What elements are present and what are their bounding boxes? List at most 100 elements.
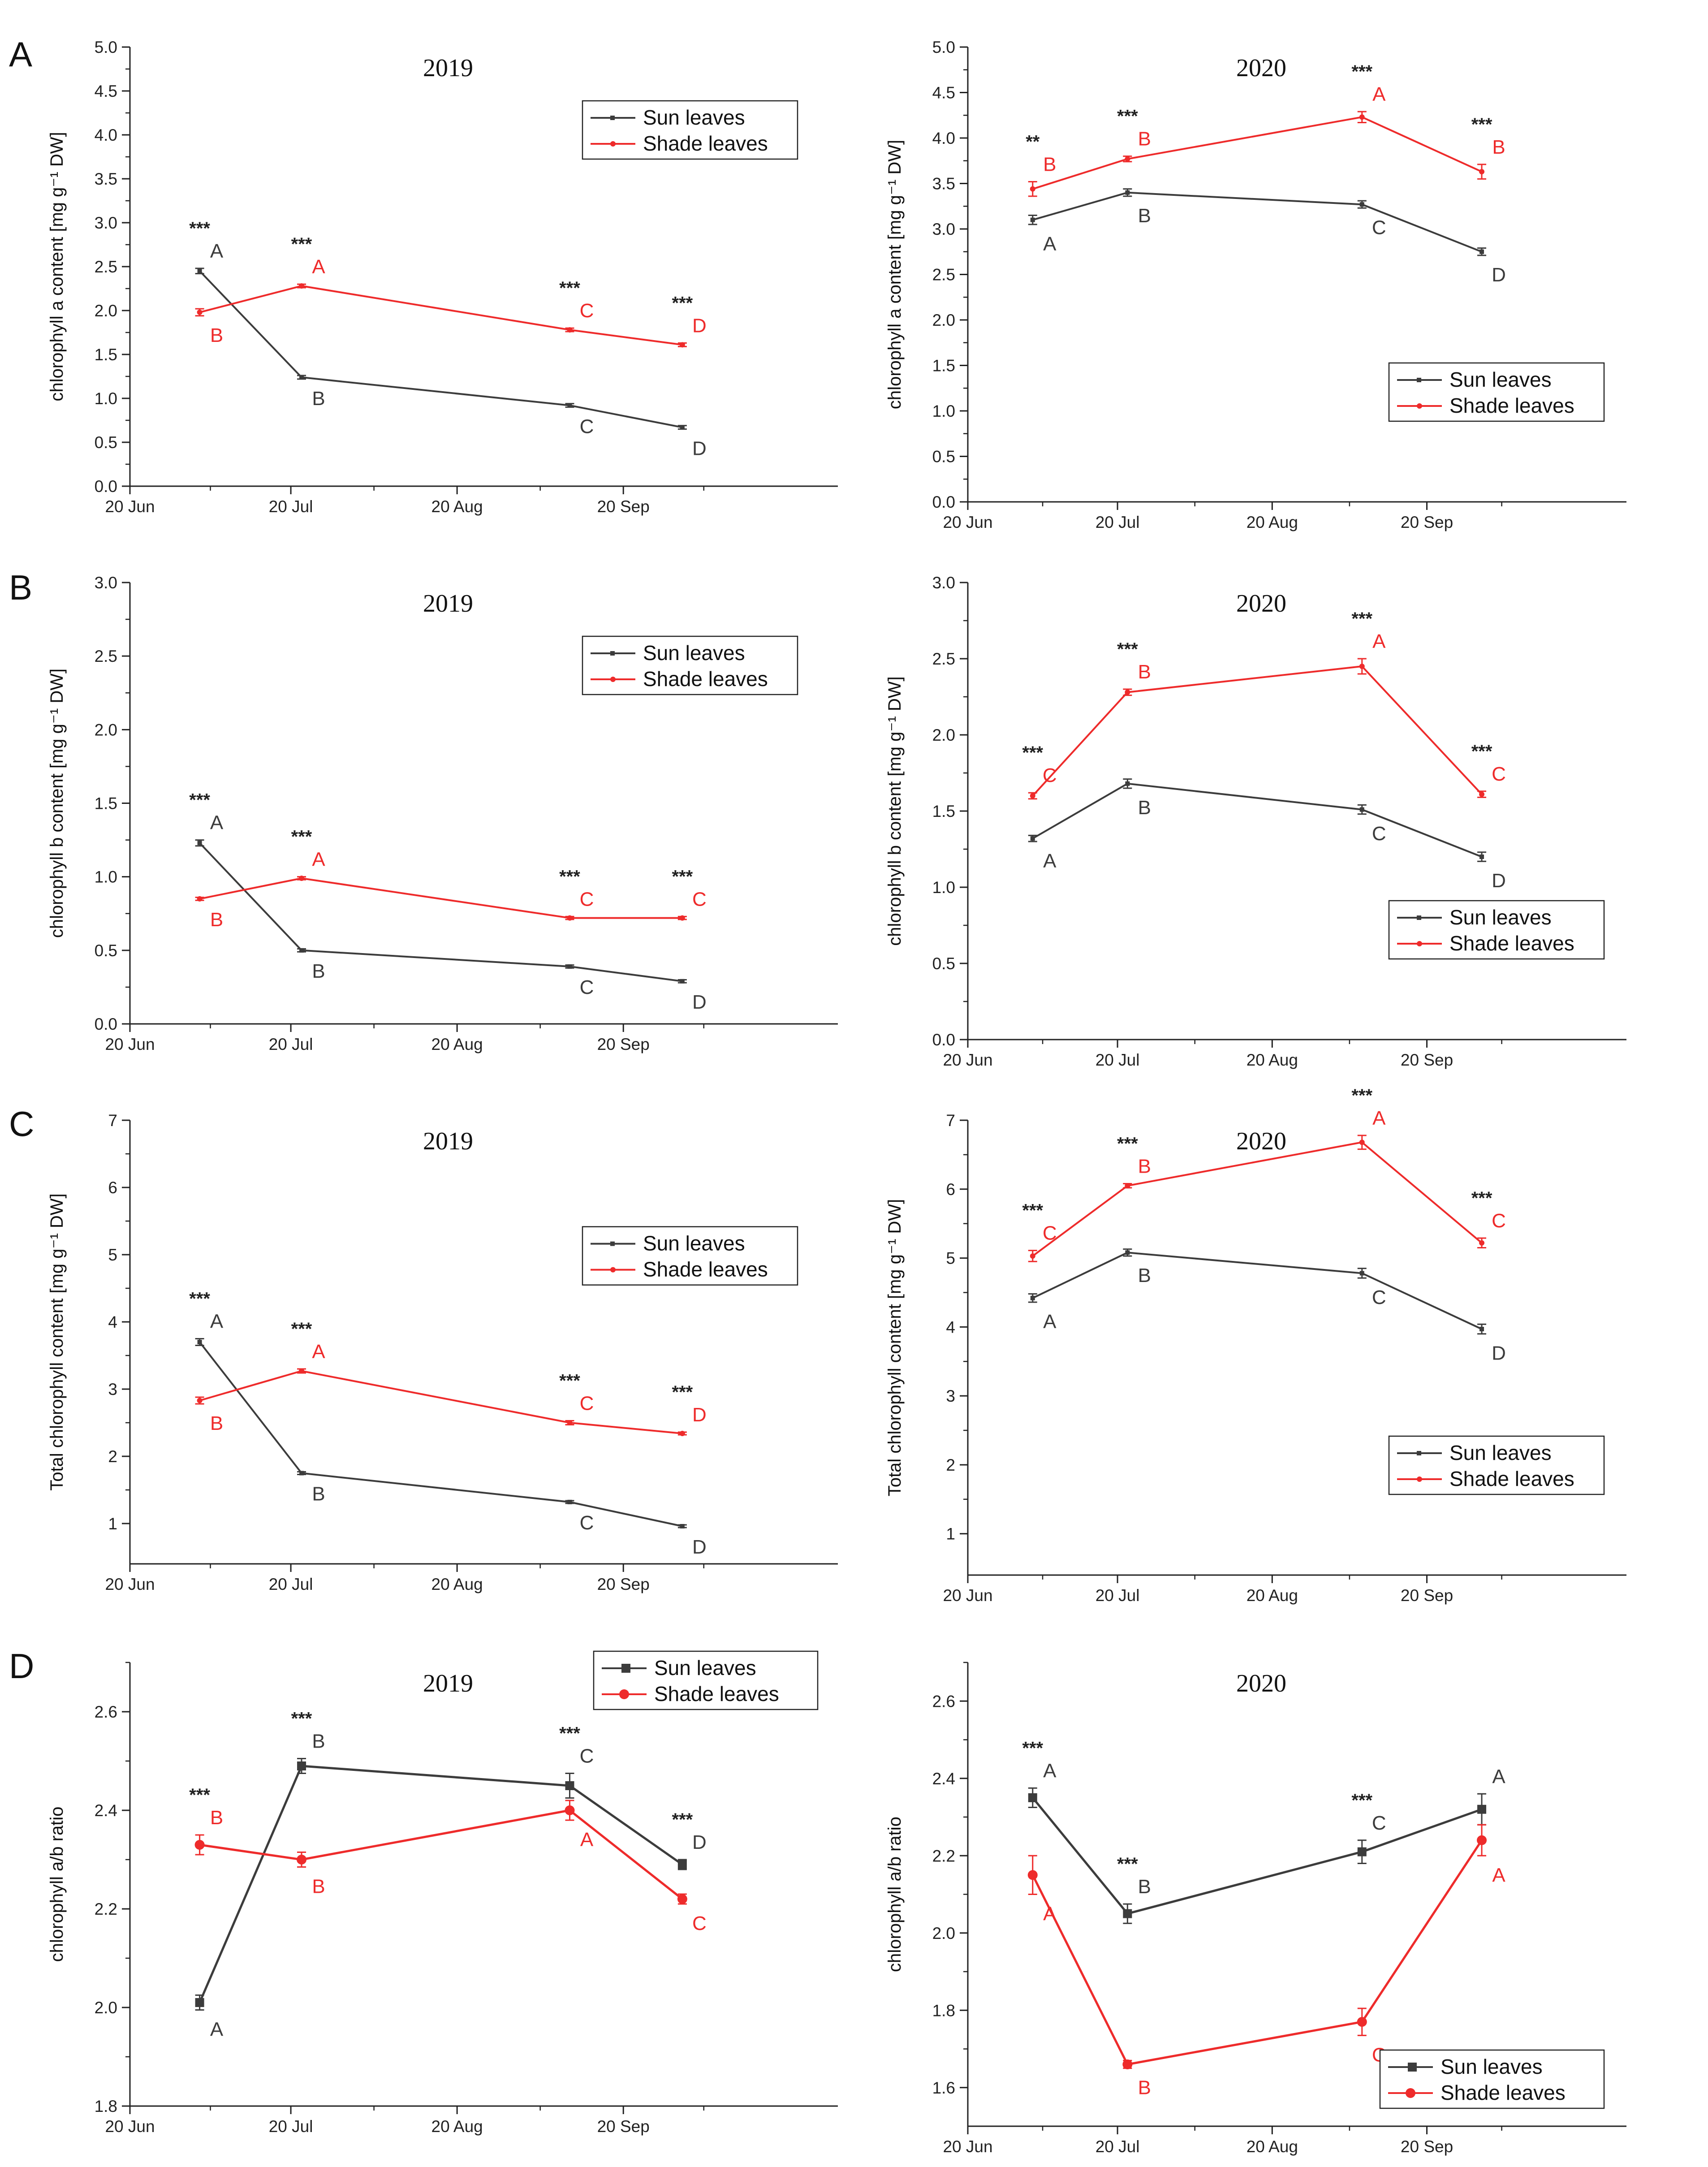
data-point-sun (1030, 836, 1035, 841)
y-axis-label: Total chlorophyll content [mg g⁻¹ DW] (885, 1199, 905, 1497)
data-point-shade (567, 1420, 573, 1425)
significance-marker: *** (1471, 1188, 1492, 1208)
legend-marker-shade (1417, 1476, 1422, 1482)
legend-box (1379, 2049, 1605, 2109)
group-letter-shade: A (312, 256, 325, 278)
group-letter-sun: B (1138, 1265, 1151, 1286)
y-tick-label: 2.5 (932, 650, 955, 668)
y-tick-label: 0.5 (932, 448, 955, 466)
data-point-sun (299, 375, 304, 380)
data-point-shade (1359, 114, 1365, 120)
data-point-shade (194, 1840, 205, 1850)
data-point-shade (197, 309, 203, 315)
group-letter-sun: A (1043, 850, 1057, 872)
legend-label: Shade leaves (654, 1682, 779, 1705)
panel-label-C: C (9, 1104, 34, 1144)
significance-marker: *** (1351, 1086, 1372, 1105)
legend-box (1388, 1435, 1605, 1495)
x-tick-label: 20 Jul (269, 2117, 313, 2136)
series-line-shade (1032, 116, 1482, 190)
significance-marker: *** (559, 278, 580, 298)
series-line-sun (199, 270, 683, 428)
x-tick-label: 20 Aug (1246, 1586, 1298, 1605)
y-tick-label: 6 (946, 1180, 955, 1199)
group-letter-shade: C (580, 888, 594, 910)
group-letter-sun: B (1138, 797, 1151, 819)
group-letter-sun: A (210, 2019, 224, 2041)
group-letter-shade: C (580, 300, 594, 322)
group-letter-shade: C (580, 1393, 594, 1415)
group-letter-shade: C (692, 1912, 707, 1934)
group-letter-sun: D (1492, 870, 1506, 892)
legend-box (593, 1650, 819, 1710)
legend-marker-sun (1408, 2063, 1417, 2072)
group-letter-sun: C (580, 976, 594, 998)
data-point-sun (677, 1860, 687, 1869)
significance-marker: *** (1022, 1201, 1043, 1221)
data-point-sun (1125, 190, 1130, 195)
x-tick-label: 20 Aug (431, 1575, 483, 1593)
x-tick-label: 20 Sep (597, 1035, 650, 1053)
legend-marker-shade (619, 1689, 629, 1699)
group-letter-shade: B (1492, 136, 1505, 158)
y-tick-label: 2.0 (932, 1924, 955, 1943)
legend-label: Sun leaves (1449, 1441, 1552, 1464)
significance-marker: *** (1022, 1738, 1043, 1758)
significance-marker: *** (291, 1319, 312, 1339)
y-tick-label: 2.5 (932, 266, 955, 284)
data-point-sun (299, 948, 304, 953)
significance-marker: *** (1117, 639, 1138, 659)
y-tick-label: 2.6 (95, 1703, 117, 1721)
x-tick-label: 20 Sep (1401, 2137, 1453, 2156)
legend: Sun leaves Shade leaves (1388, 900, 1605, 960)
data-point-shade (679, 1431, 685, 1436)
x-tick-label: 20 Aug (431, 497, 483, 516)
group-letter-shade: B (312, 1876, 325, 1898)
group-letter-sun: C (580, 416, 594, 438)
group-letter-sun: D (692, 438, 707, 460)
legend-label: Sun leaves (643, 106, 745, 129)
y-tick-label: 2.4 (932, 1770, 955, 1788)
y-tick-label: 6 (108, 1178, 117, 1197)
y-tick-label: 0.0 (95, 477, 117, 496)
x-tick-label: 20 Jun (105, 1035, 155, 1053)
panel-label-A: A (9, 35, 32, 74)
data-point-shade (1479, 1240, 1485, 1246)
data-point-sun (1028, 1793, 1037, 1802)
legend-marker-shade (1417, 403, 1422, 409)
y-axis-label: chlorophyll a content [mg g⁻¹ DW] (47, 132, 67, 401)
y-tick-label: 1 (946, 1525, 955, 1543)
data-point-sun (567, 964, 572, 969)
y-tick-label: 1.0 (932, 402, 955, 420)
y-tick-label: 4.5 (95, 82, 117, 100)
data-point-shade (299, 283, 305, 289)
x-tick-label: 20 Jul (269, 1035, 313, 1053)
group-letter-shade: B (1138, 2077, 1151, 2099)
chart-B-2020: 0.0 0.5 1.0 1.5 2.0 2.5 3.0 20 Jun 20 Jul 20 Aug 2… (885, 574, 1626, 1069)
significance-marker: *** (672, 1810, 693, 1830)
group-letter-shade: C (1492, 763, 1506, 785)
data-point-sun (197, 841, 202, 846)
data-point-sun (567, 403, 572, 408)
chart-title: 2020 (1236, 590, 1286, 617)
legend-label: Shade leaves (1449, 394, 1574, 417)
legend-marker-sun (1417, 1451, 1421, 1455)
data-point-sun (565, 1781, 574, 1790)
legend-label: Shade leaves (1441, 2081, 1566, 2104)
significance-marker: *** (559, 1371, 580, 1391)
group-letter-sun: B (1138, 1876, 1151, 1898)
data-point-sun (1359, 1271, 1364, 1276)
data-point-sun (195, 1998, 204, 2007)
significance-marker: ** (1026, 132, 1040, 151)
data-point-shade (1479, 169, 1485, 175)
x-tick-label: 20 Jun (105, 1575, 155, 1593)
x-tick-label: 20 Jul (1096, 2137, 1140, 2156)
y-tick-label: 1.5 (95, 345, 117, 364)
data-point-shade (1125, 689, 1130, 695)
data-point-sun (1359, 202, 1364, 207)
x-tick-label: 20 Jun (943, 2137, 992, 2156)
group-letter-shade: A (312, 849, 325, 871)
group-letter-sun: A (1043, 1760, 1057, 1782)
y-tick-label: 2.0 (932, 726, 955, 744)
